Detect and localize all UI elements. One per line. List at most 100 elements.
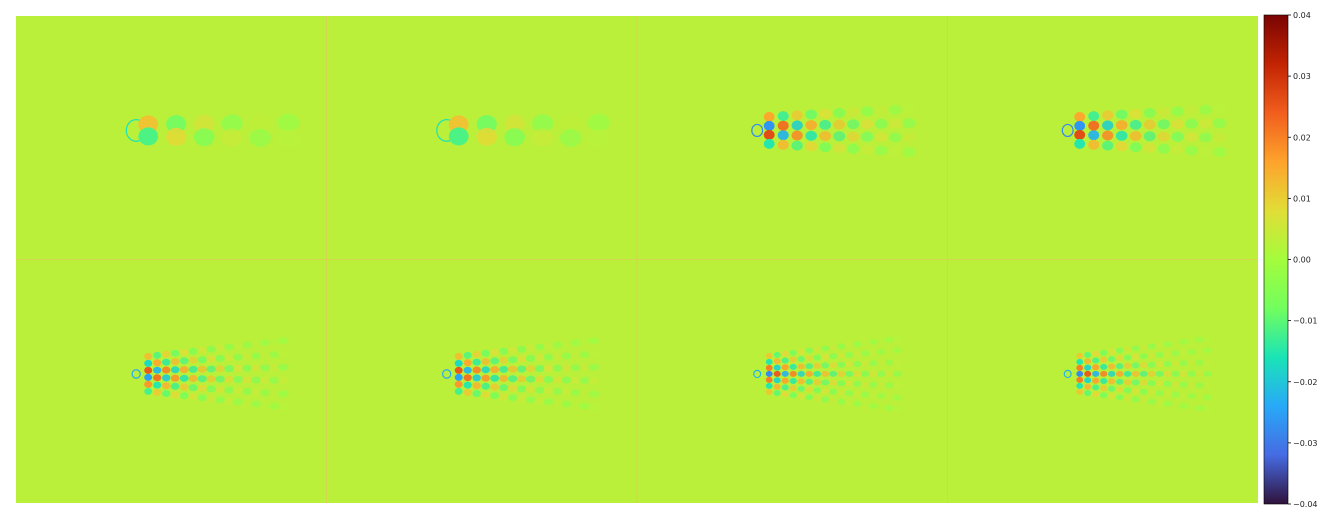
wake-vortex bbox=[189, 375, 198, 382]
wake-vortex bbox=[805, 394, 813, 400]
wake-vortex bbox=[1148, 343, 1156, 349]
wake-vortex bbox=[260, 377, 270, 384]
wake-vortex bbox=[829, 371, 837, 377]
wake-vortex bbox=[847, 119, 859, 129]
wake-vortex bbox=[845, 352, 853, 358]
wake-vortex bbox=[1158, 107, 1170, 117]
wake-vortex bbox=[1084, 384, 1091, 390]
wake-vortex bbox=[233, 387, 243, 394]
wake-vortex bbox=[544, 342, 554, 349]
wake-vortex bbox=[455, 381, 463, 388]
wake-vortex bbox=[1158, 144, 1170, 154]
wake-vortex bbox=[833, 120, 845, 130]
wake-vortex bbox=[1074, 139, 1085, 149]
colorbar-tick-label: 0.03 bbox=[1293, 72, 1311, 81]
wake-vortex bbox=[207, 385, 216, 392]
wake-vortex bbox=[588, 351, 599, 358]
wake-vortex bbox=[215, 355, 225, 362]
wake-vortex bbox=[861, 361, 870, 367]
wake-vortex bbox=[805, 120, 817, 130]
wake-vortex bbox=[837, 353, 845, 359]
wake-vortex bbox=[790, 378, 797, 384]
wake-vortex bbox=[1092, 351, 1099, 357]
wake-vortex bbox=[1092, 358, 1099, 364]
wake-vortex bbox=[260, 339, 270, 346]
wake-vortex bbox=[1074, 130, 1085, 140]
wake-vortex bbox=[1163, 341, 1172, 347]
wake-vortex bbox=[1092, 371, 1099, 377]
wake-vortex bbox=[207, 375, 216, 382]
wake-vortex bbox=[805, 110, 817, 120]
wake-vortex bbox=[1171, 350, 1180, 356]
wake-vortex bbox=[861, 402, 870, 408]
wake-vortex bbox=[481, 366, 490, 373]
wake-vortex bbox=[1163, 361, 1172, 367]
wake-vortex bbox=[829, 380, 837, 386]
wake-vortex bbox=[571, 377, 581, 384]
wake-vortex bbox=[553, 365, 563, 372]
wake-vortex bbox=[821, 362, 829, 368]
wake-vortex bbox=[138, 127, 158, 145]
wake-vortex bbox=[1124, 387, 1132, 393]
wake-vortex bbox=[869, 382, 878, 388]
wake-vortex bbox=[1171, 340, 1180, 346]
wake-vortex bbox=[473, 359, 481, 366]
wake-vortex bbox=[819, 120, 831, 130]
wake-vortex bbox=[1132, 371, 1140, 377]
wake-vortex bbox=[889, 105, 902, 115]
wake-vortex bbox=[1163, 391, 1172, 397]
wake-vortex bbox=[517, 356, 526, 363]
wake-vortex bbox=[885, 382, 894, 388]
wake-vortex bbox=[1132, 354, 1140, 360]
wake-vortex bbox=[449, 127, 469, 145]
wake-vortex bbox=[798, 356, 805, 362]
wake-vortex bbox=[1199, 119, 1212, 129]
wake-vortex bbox=[499, 357, 508, 364]
wake-vortex bbox=[1100, 350, 1107, 356]
wake-vortex bbox=[1088, 111, 1099, 121]
wake-vortex bbox=[171, 350, 180, 357]
wake-vortex bbox=[1187, 360, 1196, 366]
wake-vortex bbox=[490, 366, 499, 373]
wake-vortex bbox=[560, 129, 582, 147]
wake-vortex bbox=[517, 366, 526, 373]
wake-vortex bbox=[1116, 110, 1128, 120]
wake-vortex bbox=[198, 375, 207, 382]
wake-vortex bbox=[821, 397, 829, 403]
wake-vortex bbox=[877, 371, 886, 377]
wake-vortex bbox=[782, 384, 789, 390]
wake-vortex bbox=[464, 374, 472, 381]
wake-vortex bbox=[260, 389, 270, 396]
wake-vortex bbox=[481, 391, 490, 398]
wake-vortex bbox=[490, 392, 499, 399]
wake-vortex bbox=[805, 371, 813, 377]
wake-vortex bbox=[588, 364, 599, 371]
wake-vortex bbox=[508, 347, 517, 354]
wake-vortex bbox=[504, 128, 525, 146]
wake-vortex bbox=[1179, 350, 1188, 356]
wake-vortex bbox=[829, 344, 837, 350]
wake-vortex bbox=[1092, 364, 1099, 370]
wake-vortex bbox=[579, 338, 590, 345]
wake-vortex bbox=[764, 139, 775, 149]
wake-vortex bbox=[579, 403, 590, 410]
wake-vortex bbox=[153, 389, 161, 396]
wake-vortex bbox=[553, 353, 563, 360]
wake-vortex bbox=[798, 349, 805, 355]
wake-vortex bbox=[464, 367, 472, 374]
wake-vortex bbox=[1148, 389, 1156, 395]
wake-vortex bbox=[766, 371, 773, 377]
wake-vortex bbox=[517, 346, 526, 353]
wake-vortex bbox=[153, 352, 161, 359]
wake-vortex bbox=[782, 364, 789, 370]
wake-vortex bbox=[526, 376, 536, 383]
wake-vortex bbox=[1158, 132, 1170, 142]
wake-vortex bbox=[490, 357, 499, 364]
wake-vortex bbox=[861, 145, 873, 155]
wake-vortex bbox=[481, 383, 490, 390]
wake-vortex bbox=[526, 355, 536, 362]
wake-vortex bbox=[805, 363, 813, 369]
wake-vortex bbox=[782, 371, 789, 377]
wake-vortex bbox=[782, 351, 789, 357]
wake-vortex bbox=[1199, 146, 1212, 156]
